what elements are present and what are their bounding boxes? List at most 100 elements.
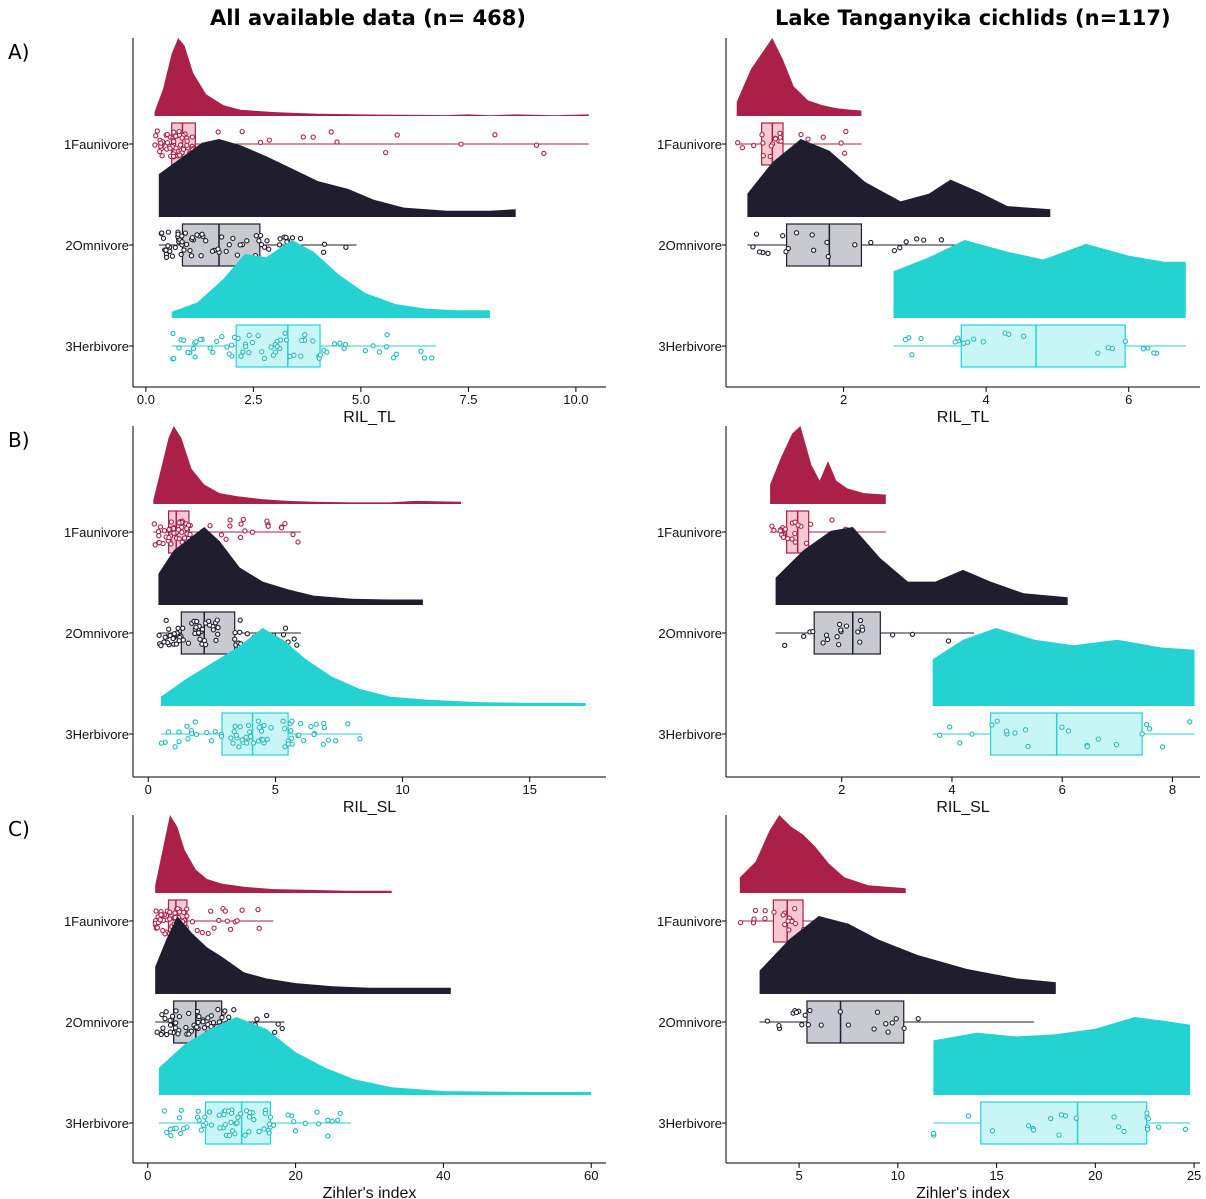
data-point bbox=[808, 521, 814, 527]
data-point bbox=[173, 1020, 179, 1026]
data-point bbox=[184, 913, 190, 919]
density-herbivore bbox=[160, 628, 586, 706]
box-omnivore bbox=[785, 223, 863, 267]
data-point bbox=[194, 232, 200, 238]
data-point bbox=[167, 1029, 174, 1035]
x-tick-label: 4 bbox=[948, 782, 955, 797]
data-point bbox=[266, 1121, 273, 1127]
data-point bbox=[180, 625, 186, 631]
data-point bbox=[227, 926, 234, 933]
box-herbivore bbox=[960, 324, 1126, 368]
data-point bbox=[1187, 719, 1193, 725]
data-point bbox=[222, 908, 228, 914]
density-faunivore bbox=[739, 815, 906, 893]
data-point bbox=[1025, 1123, 1032, 1129]
data-point bbox=[169, 1013, 176, 1019]
data-point bbox=[219, 334, 225, 340]
data-point bbox=[235, 335, 241, 342]
data-point bbox=[205, 930, 211, 937]
data-point bbox=[759, 132, 765, 138]
data-point bbox=[1006, 331, 1012, 337]
data-point bbox=[167, 632, 173, 639]
data-point bbox=[841, 150, 848, 156]
data-point bbox=[168, 1132, 174, 1139]
panel-1-1: 0.0 2.5 5.0 7.5 10.0 RIL_TL 1Faunivore 2Omnivor… bbox=[64, 38, 606, 426]
data-point bbox=[181, 247, 187, 253]
data-point bbox=[247, 729, 253, 735]
data-point bbox=[244, 631, 250, 637]
data-point bbox=[171, 129, 177, 135]
data-point bbox=[200, 1122, 207, 1129]
data-point bbox=[199, 929, 205, 936]
data-point bbox=[194, 1008, 201, 1015]
data-point bbox=[168, 519, 174, 525]
data-point bbox=[207, 523, 213, 529]
data-point bbox=[957, 740, 963, 746]
data-point bbox=[173, 1125, 179, 1131]
data-point bbox=[871, 1026, 877, 1032]
data-point bbox=[1140, 346, 1146, 352]
data-point bbox=[1145, 345, 1151, 351]
data-point bbox=[283, 337, 289, 343]
data-point bbox=[325, 737, 332, 743]
data-point bbox=[179, 135, 185, 141]
data-point bbox=[195, 1019, 201, 1026]
data-point bbox=[223, 536, 229, 542]
data-point bbox=[541, 150, 547, 157]
data-point bbox=[202, 641, 209, 648]
data-point bbox=[179, 233, 185, 239]
data-point bbox=[823, 632, 830, 638]
row-tag-b: B) bbox=[8, 428, 30, 452]
data-point bbox=[171, 530, 177, 536]
data-point bbox=[1073, 1115, 1079, 1121]
data-point bbox=[163, 254, 170, 261]
data-point bbox=[176, 1115, 183, 1121]
data-point bbox=[1062, 1113, 1069, 1119]
x-tick-label: 2.5 bbox=[244, 392, 262, 407]
data-point bbox=[246, 1114, 253, 1120]
data-point bbox=[177, 142, 184, 148]
data-point bbox=[971, 336, 977, 342]
data-point bbox=[226, 1132, 232, 1139]
data-point bbox=[194, 618, 200, 625]
data-point bbox=[765, 250, 771, 257]
data-point bbox=[187, 247, 193, 254]
data-point bbox=[320, 249, 327, 255]
data-point bbox=[232, 723, 238, 729]
data-point bbox=[231, 728, 237, 735]
data-point bbox=[343, 244, 349, 250]
data-point bbox=[300, 737, 307, 744]
x-tick-label: 5 bbox=[795, 1168, 802, 1183]
data-point bbox=[246, 1129, 252, 1135]
data-point bbox=[836, 621, 843, 628]
data-point bbox=[921, 237, 927, 243]
data-point bbox=[1022, 727, 1029, 733]
data-point bbox=[238, 521, 244, 527]
data-point bbox=[383, 344, 390, 350]
data-point bbox=[810, 247, 817, 253]
data-point bbox=[1122, 338, 1129, 344]
data-point bbox=[205, 1015, 211, 1021]
data-point bbox=[232, 629, 238, 636]
data-point bbox=[163, 617, 169, 624]
data-point bbox=[179, 524, 185, 530]
data-point bbox=[215, 1006, 221, 1013]
data-point bbox=[376, 349, 383, 355]
data-point bbox=[1065, 728, 1072, 734]
data-point bbox=[239, 737, 245, 743]
density-herbivore bbox=[933, 1017, 1191, 1095]
data-point bbox=[164, 1031, 170, 1038]
data-point bbox=[238, 353, 244, 359]
data-point bbox=[267, 1114, 274, 1120]
data-point bbox=[159, 230, 165, 236]
data-point bbox=[237, 617, 243, 623]
data-point bbox=[244, 740, 250, 746]
data-point bbox=[261, 1126, 267, 1132]
box-herbivore bbox=[980, 1101, 1148, 1145]
data-point bbox=[200, 1019, 206, 1025]
data-point bbox=[255, 906, 261, 913]
data-point bbox=[237, 534, 244, 541]
data-point bbox=[782, 642, 788, 649]
density-faunivore bbox=[736, 38, 862, 116]
